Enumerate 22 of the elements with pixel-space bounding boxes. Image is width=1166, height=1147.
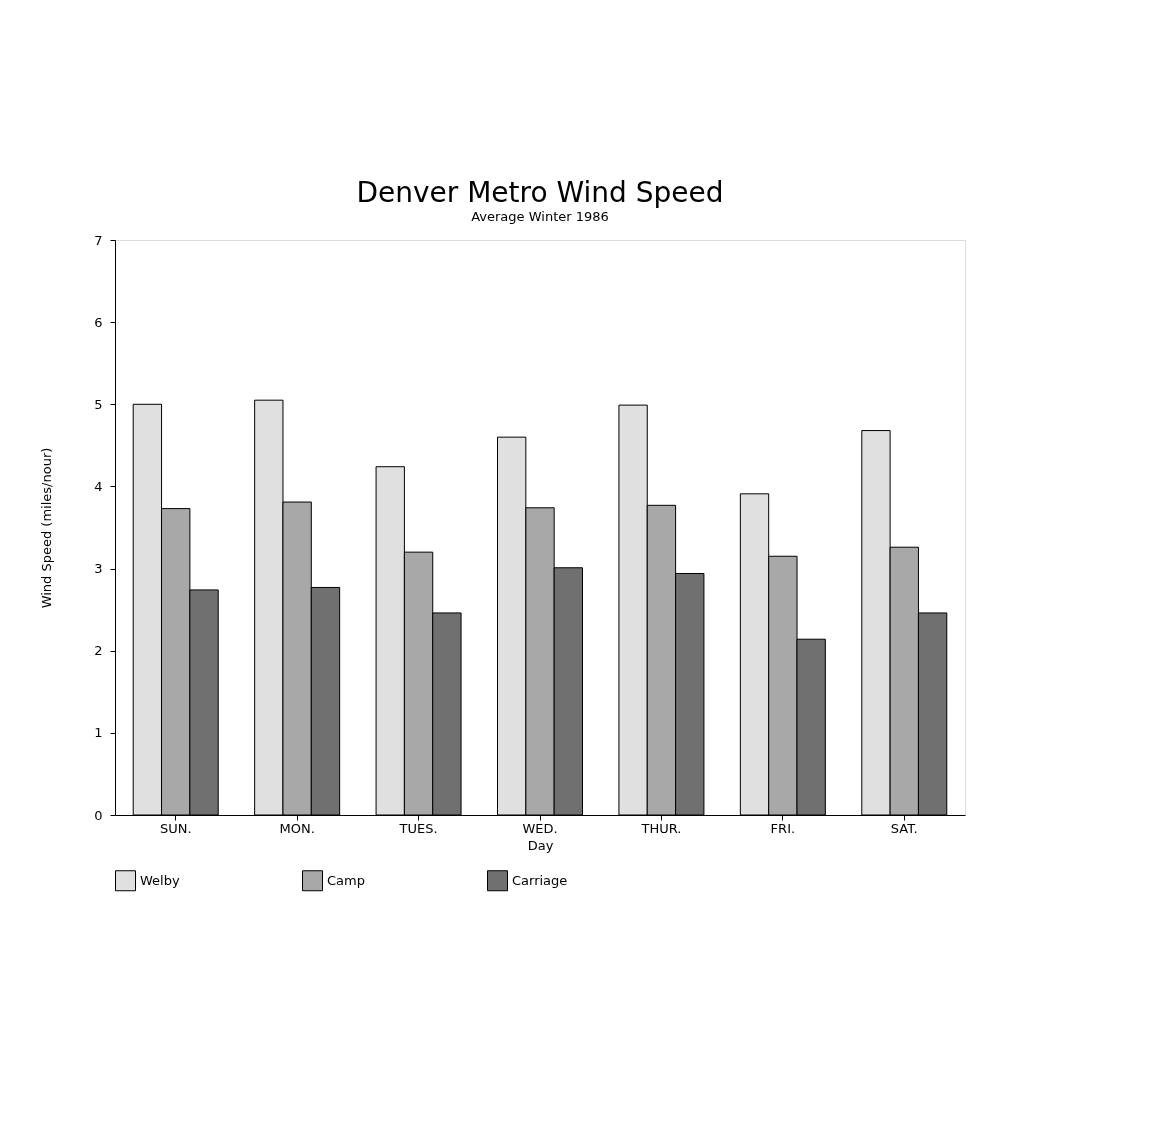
- y-tick-label: 2: [94, 643, 103, 659]
- y-tick-label: 1: [94, 725, 103, 741]
- y-tick-label: 5: [94, 396, 103, 412]
- y-tick-label: 6: [94, 314, 103, 330]
- legend-label: Welby: [140, 872, 180, 888]
- y-tick-label: 0: [94, 807, 103, 823]
- chart-subtitle: Average Winter 1986: [471, 209, 609, 224]
- x-axis-title: Day: [527, 837, 554, 853]
- chart-title: Denver Metro Wind Speed: [356, 176, 724, 209]
- y-tick-label: 3: [94, 561, 103, 577]
- x-tick-label: SAT.: [890, 820, 918, 836]
- x-tick-label: WED.: [522, 820, 558, 836]
- x-tick-label: FRI.: [770, 820, 796, 836]
- y-tick-label: 7: [94, 232, 103, 248]
- x-tick-label: SUN.: [159, 820, 192, 836]
- x-tick-label: THUR.: [640, 820, 682, 836]
- legend-label: Carriage: [512, 872, 568, 888]
- y-tick-label: 4: [94, 478, 103, 494]
- x-tick-label: MON.: [279, 820, 315, 836]
- legend-label: Camp: [327, 872, 365, 888]
- y-axis-title: Wind Speed (miles/nour): [39, 447, 55, 609]
- x-tick-label: TUES.: [398, 820, 438, 836]
